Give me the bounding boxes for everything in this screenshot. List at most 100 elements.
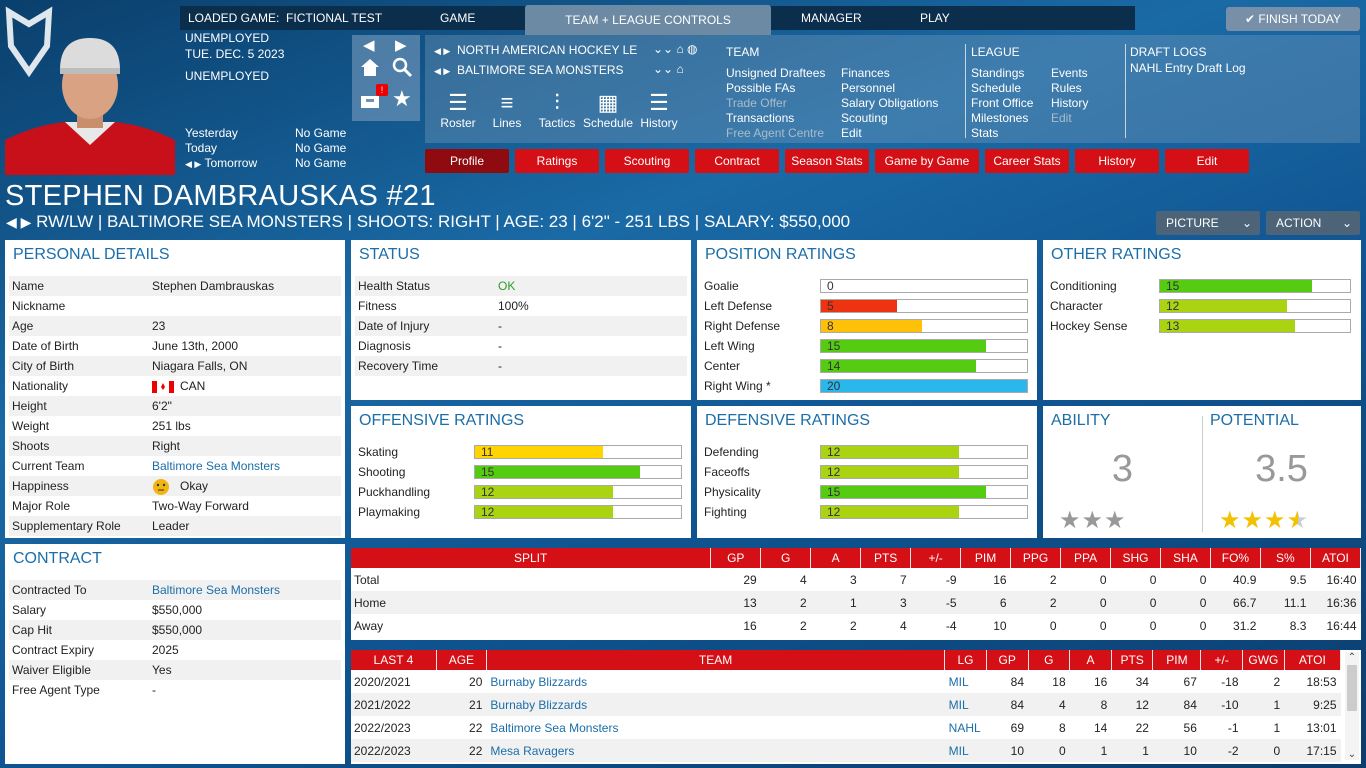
team-link[interactable]: Baltimore Sea Monsters	[152, 583, 281, 597]
team-link[interactable]: Baltimore Sea Monsters	[152, 459, 281, 473]
table-link[interactable]: Baltimore Sea Monsters	[490, 720, 619, 735]
star-icon: ★	[1241, 507, 1265, 534]
link-finances[interactable]: Finances	[841, 66, 890, 80]
link-events[interactable]: Events	[1051, 66, 1088, 80]
forward-arrow-icon[interactable]: ▶	[395, 37, 407, 54]
column-header[interactable]: FO%	[1210, 548, 1261, 568]
link-team-edit[interactable]: Edit	[841, 126, 862, 140]
column-header[interactable]: PIM	[1152, 650, 1202, 670]
menu-game[interactable]: GAME	[440, 11, 476, 25]
table-link[interactable]: NAHL	[948, 720, 981, 735]
table-link[interactable]: Burnaby Blizzards	[486, 693, 945, 716]
history-button[interactable]: ☰ History	[636, 90, 682, 130]
column-header[interactable]: GP	[710, 548, 762, 568]
link-draft-log[interactable]: NAHL Entry Draft Log	[1130, 61, 1246, 75]
column-header[interactable]: A	[1069, 650, 1112, 670]
scroll-up-icon[interactable]: ⌃	[1347, 652, 1357, 663]
table-cell: 1	[1069, 739, 1112, 762]
column-header[interactable]: A	[810, 548, 862, 568]
league-actions-icon[interactable]: ⌄⌄ ⌂ ◍	[653, 42, 698, 56]
column-header[interactable]: ATOI	[1310, 548, 1362, 568]
link-scouting[interactable]: Scouting	[841, 111, 888, 125]
back-arrow-icon[interactable]: ◀	[363, 37, 375, 54]
finish-today-button[interactable]: ✔ FINISH TODAY	[1226, 7, 1360, 31]
tab-scouting[interactable]: Scouting	[605, 149, 689, 173]
column-header[interactable]: +/-	[1200, 650, 1244, 670]
column-header[interactable]: SPLIT	[351, 548, 712, 568]
table-link[interactable]: Mesa Ravagers	[486, 739, 945, 762]
link-transactions[interactable]: Transactions	[726, 111, 795, 125]
tab-edit[interactable]: Edit	[1165, 149, 1249, 173]
scrollbar[interactable]: ⌃ ⌄	[1345, 652, 1359, 760]
column-header[interactable]: TEAM	[486, 650, 946, 670]
rating-value: 14	[827, 359, 841, 373]
link-front-office[interactable]: Front Office	[971, 96, 1034, 110]
column-header[interactable]: SHA	[1160, 548, 1211, 568]
tab-contract[interactable]: Contract	[695, 149, 779, 173]
column-header[interactable]: S%	[1260, 548, 1311, 568]
column-header[interactable]: ATOI	[1284, 650, 1342, 670]
link-standings[interactable]: Standings	[971, 66, 1025, 80]
table-cell: 4	[899, 618, 907, 633]
table-cell: 14	[1093, 720, 1108, 735]
league-arrows-icon[interactable]: ◀ ▶	[434, 46, 451, 56]
table-link[interactable]: Burnaby Blizzards	[490, 674, 588, 689]
column-header[interactable]: PTS	[1111, 650, 1154, 670]
column-header[interactable]: LAST 4	[351, 650, 437, 670]
link-milestones[interactable]: Milestones	[971, 111, 1029, 125]
team-actions-icon[interactable]: ⌄⌄ ⌂	[653, 62, 684, 76]
menu-manager[interactable]: MANAGER	[801, 11, 862, 25]
prev-next-arrows-icon[interactable]: ◀ ▶	[185, 159, 202, 169]
tab-season-stats[interactable]: Season Stats	[785, 149, 869, 173]
team-selector[interactable]: ◀ ▶ BALTIMORE SEA MONSTERS	[434, 63, 624, 77]
home-icon[interactable]	[359, 56, 381, 78]
column-header[interactable]: LG	[944, 650, 987, 670]
menu-play[interactable]: PLAY	[920, 11, 950, 25]
scroll-thumb[interactable]	[1347, 665, 1357, 711]
star-icon[interactable]: ★	[392, 86, 412, 111]
detail-label: Contract Expiry	[12, 643, 95, 657]
column-header[interactable]: GWG	[1242, 650, 1285, 670]
tab-career-stats[interactable]: Career Stats	[985, 149, 1069, 173]
schedule-button[interactable]: ▦ Schedule	[580, 90, 636, 130]
tab-history[interactable]: History	[1075, 149, 1159, 173]
league-selector[interactable]: ◀ ▶ NORTH AMERICAN HOCKEY LE	[434, 43, 638, 57]
table-link[interactable]: MIL	[944, 693, 987, 716]
link-rules[interactable]: Rules	[1051, 81, 1082, 95]
tab-profile[interactable]: Profile	[425, 149, 509, 173]
link-salary-obligations[interactable]: Salary Obligations	[841, 96, 939, 110]
link-stats[interactable]: Stats	[971, 126, 999, 140]
scroll-down-icon[interactable]: ⌄	[1347, 749, 1357, 760]
tab-ratings[interactable]: Ratings	[515, 149, 599, 173]
lines-button[interactable]: ≡ Lines	[486, 90, 528, 130]
picture-dropdown[interactable]: PICTURE ⌄	[1156, 211, 1260, 235]
column-header[interactable]: PPG	[1010, 548, 1062, 568]
column-header[interactable]: SHG	[1110, 548, 1161, 568]
link-personnel[interactable]: Personnel	[841, 81, 896, 95]
menu-team-league-controls[interactable]: TEAM + LEAGUE CONTROLS	[525, 5, 771, 35]
column-header[interactable]: +/-	[910, 548, 962, 568]
column-header[interactable]: GP	[986, 650, 1029, 670]
roster-button[interactable]: ☰ Roster	[435, 90, 481, 130]
table-link[interactable]: MIL	[944, 739, 987, 762]
link-possible-fas[interactable]: Possible FAs	[726, 81, 796, 95]
inbox-icon[interactable]	[359, 88, 383, 110]
column-header[interactable]: G	[1028, 650, 1071, 670]
column-header[interactable]: PTS	[860, 548, 912, 568]
action-dropdown[interactable]: ACTION ⌄	[1266, 211, 1360, 235]
day-tomorrow[interactable]: ◀ ▶ Tomorrow	[185, 156, 258, 170]
column-header[interactable]: AGE	[436, 650, 487, 670]
search-icon[interactable]	[391, 56, 413, 78]
neutral-face-icon	[152, 476, 170, 496]
link-unsigned-draftees[interactable]: Unsigned Draftees	[726, 66, 826, 80]
tactics-button[interactable]: ⫶ Tactics	[536, 90, 578, 130]
column-header[interactable]: PPA	[1060, 548, 1111, 568]
column-header[interactable]: PIM	[960, 548, 1012, 568]
team-arrows-icon[interactable]: ◀ ▶	[434, 66, 451, 76]
table-link[interactable]: MIL	[948, 674, 969, 689]
link-league-history[interactable]: History	[1051, 96, 1089, 110]
column-header[interactable]: G	[760, 548, 812, 568]
link-league-schedule[interactable]: Schedule	[971, 81, 1022, 95]
player-nav-arrows-icon[interactable]: ◀ ▶	[6, 214, 32, 230]
tab-game-by-game[interactable]: Game by Game	[875, 149, 979, 173]
